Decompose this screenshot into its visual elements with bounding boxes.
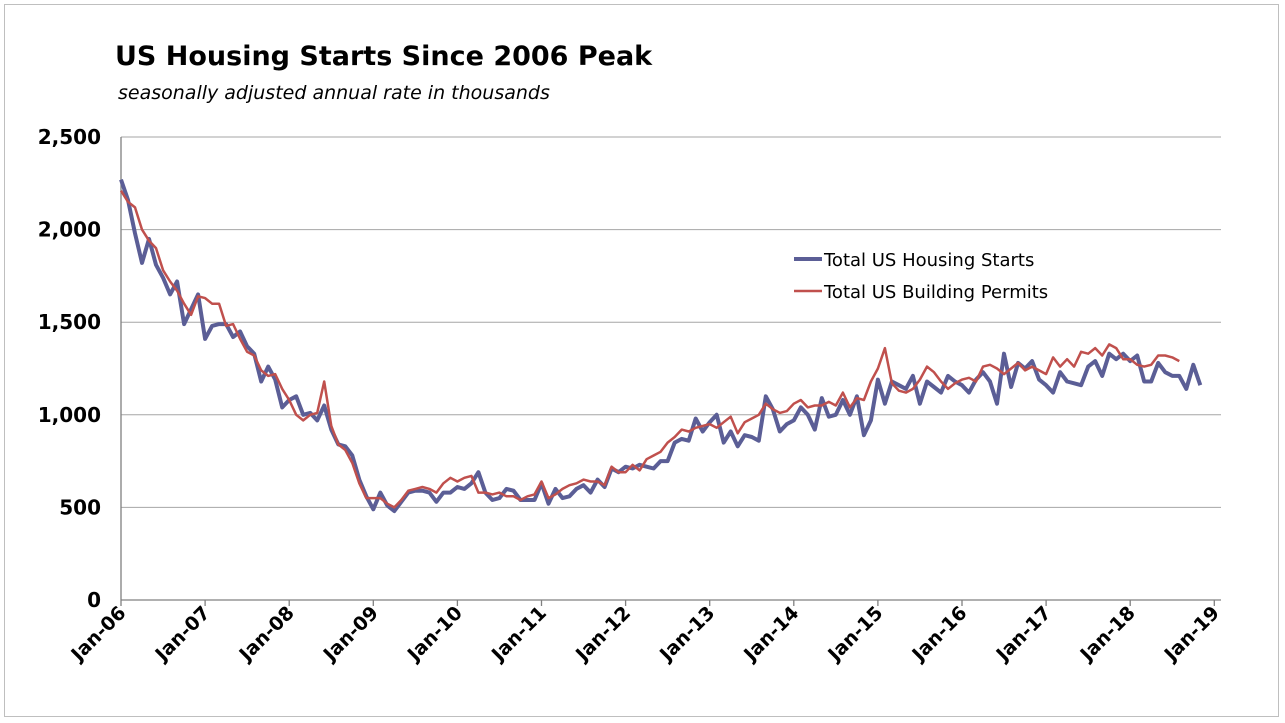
- chart-svg: US Housing Starts Since 2006 Peak season…: [38, 41, 1224, 667]
- gridlines: [120, 136, 1221, 601]
- x-tick-label: Jan-08: [234, 602, 299, 667]
- x-tick-label: Jan-15: [823, 602, 888, 667]
- x-tick-label: Jan-12: [570, 602, 635, 667]
- x-axis-ticks: Jan-06 Jan-07 Jan-08 Jan-09 Jan-10 Jan-11 Jan-…: [66, 600, 1224, 667]
- x-tick-label: Jan-13: [654, 602, 719, 667]
- y-tick-label: 1,500: [38, 310, 101, 334]
- x-tick-label: Jan-07: [150, 602, 215, 667]
- y-tick-label: 2,000: [38, 218, 101, 242]
- y-tick-label: 500: [59, 495, 101, 519]
- legend-label-housing-starts: Total US Housing Starts: [823, 250, 1034, 271]
- x-tick-label: Jan-18: [1075, 602, 1140, 667]
- y-tick-label: 1,000: [38, 403, 101, 427]
- chart-frame: US Housing Starts Since 2006 Peak season…: [4, 4, 1279, 717]
- series-lines: [119, 178, 1203, 514]
- y-axis-ticks: 0 500 1,000 1,500 2,000 2,500: [38, 125, 101, 612]
- x-tick-label: Jan-11: [486, 602, 551, 667]
- y-tick-label: 2,500: [38, 125, 101, 149]
- x-tick-label: Jan-17: [991, 602, 1056, 667]
- chart-subtitle: seasonally adjusted annual rate in thous…: [118, 82, 550, 104]
- legend: Total US Housing Starts Total US Buildin…: [794, 250, 1048, 303]
- legend-label-building-permits: Total US Building Permits: [823, 282, 1048, 303]
- x-tick-label: Jan-16: [907, 602, 972, 667]
- x-tick-label: Jan-14: [738, 602, 803, 667]
- series-line-building-permits: [119, 190, 1180, 509]
- chart-title: US Housing Starts Since 2006 Peak: [115, 41, 653, 72]
- x-tick-label: Jan-10: [402, 602, 467, 667]
- x-tick-label: Jan-09: [318, 602, 383, 667]
- y-tick-label: 0: [87, 588, 101, 612]
- x-tick-label: Jan-19: [1159, 602, 1224, 667]
